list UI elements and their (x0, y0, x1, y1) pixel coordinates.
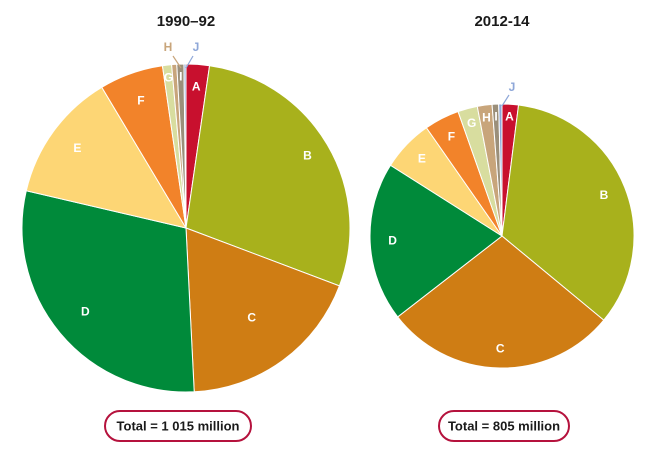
slice-label-j: J (193, 40, 200, 54)
pie-slice-d (369, 164, 503, 318)
total-badge (104, 410, 252, 442)
slice-label-a: A (192, 79, 201, 93)
slice-leader-line-h (172, 55, 182, 69)
pie-slice-b (185, 65, 351, 287)
total-badge (438, 410, 570, 442)
slice-label-i: I (179, 69, 182, 83)
pie-title: 1990–92 (157, 13, 215, 30)
slice-label-a: A (505, 110, 514, 124)
slice-label-e: E (73, 141, 81, 155)
slice-label-b: B (600, 188, 609, 202)
pie-slice-e (25, 86, 188, 229)
slice-leader-line-j (185, 55, 194, 69)
pie-chart-1: 1990–92 A B C D E F G H I J Total = 1 015 million (21, 13, 351, 442)
slice-label-b: B (303, 148, 312, 162)
pie-slice-j (498, 103, 503, 237)
slice-label-c: C (247, 310, 256, 324)
pie-title: 2012-14 (474, 13, 530, 30)
slice-label-h: H (482, 110, 491, 124)
slice-leader-line-j (501, 94, 510, 107)
pie-slice-j (183, 63, 187, 229)
slice-label-f: F (448, 130, 455, 144)
pie-chart-2: 2012-14 A B C D E FG H I J Total = 805 million (369, 13, 635, 442)
slice-label-g: G (467, 116, 476, 130)
slice-label-i: I (494, 110, 497, 124)
slice-label-e: E (418, 151, 426, 165)
pie-slice-c (185, 227, 341, 393)
slice-label-d: D (81, 304, 90, 318)
slice-label-j: J (509, 80, 516, 94)
pie-slice-b (501, 104, 635, 321)
pie-slice-d (21, 190, 195, 393)
total-label: Total = 1 015 million (117, 418, 240, 433)
total-label: Total = 805 million (448, 418, 560, 433)
slice-label-c: C (496, 342, 505, 356)
pie-slice-c (396, 235, 605, 369)
slice-label-h: H (164, 40, 173, 54)
slice-label-d: D (388, 233, 397, 247)
slice-label-f: F (137, 93, 144, 107)
slice-labels: A B C D E F G H I J (73, 40, 312, 324)
slice-label-g: G (164, 70, 173, 84)
